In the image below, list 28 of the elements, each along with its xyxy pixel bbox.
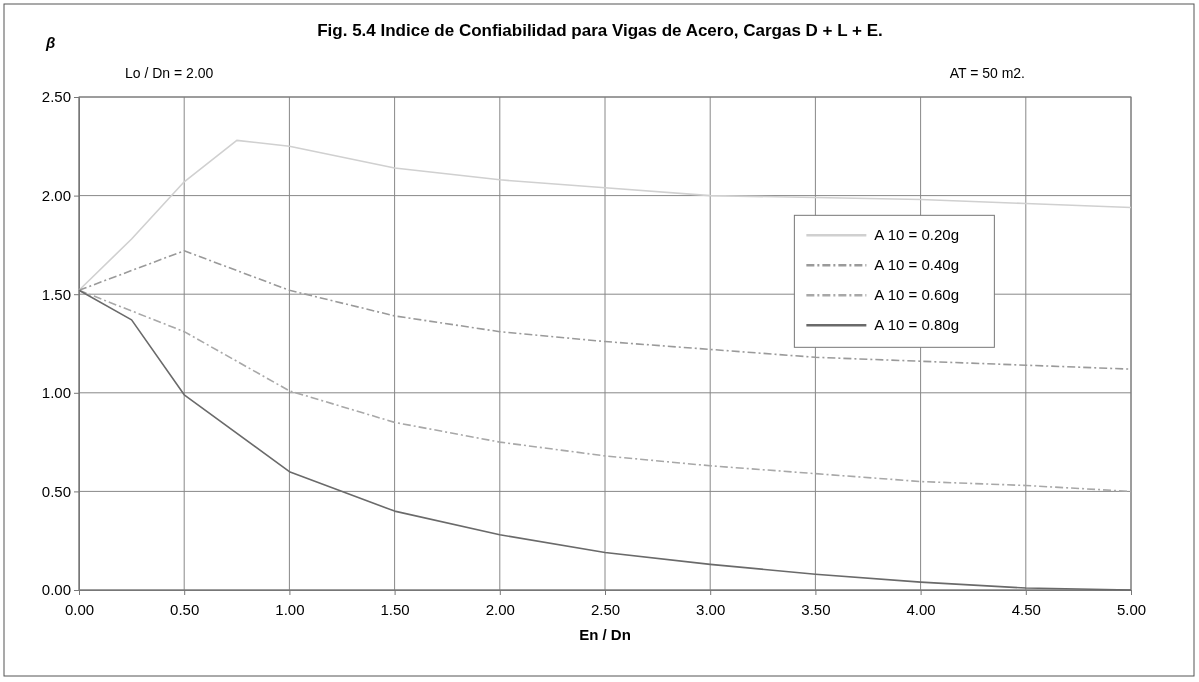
x-tick-label: 1.50 xyxy=(380,600,410,618)
x-tick-label: 1.00 xyxy=(275,600,305,618)
legend-label: A 10 = 0.40g xyxy=(874,256,960,274)
x-tick-label: 0.00 xyxy=(64,600,95,618)
y-tick-label: 1.50 xyxy=(41,285,71,303)
y-tick-label: 0.50 xyxy=(41,482,71,500)
line-series xyxy=(78,139,1132,292)
legend-label: A 10 = 0.20g xyxy=(874,226,960,244)
x-tick-label: 4.00 xyxy=(906,600,936,618)
chart-title: Fig. 5.4 Indice de Confiabilidad para Vigas de Acero, Cargas D + L + E. xyxy=(317,21,883,40)
x-axis-title: En / Dn xyxy=(579,626,631,643)
x-tick-label: 2.50 xyxy=(590,600,621,618)
legend-label: A 10 = 0.80g xyxy=(874,316,960,334)
x-tick-label: 0.50 xyxy=(170,600,200,618)
x-tick-label: 5.00 xyxy=(1116,600,1147,618)
y-tick-label: 2.00 xyxy=(41,186,71,204)
y-tick-label: 1.00 xyxy=(41,384,71,402)
x-tick-label: 3.50 xyxy=(801,600,831,618)
legend-label: A 10 = 0.60g xyxy=(874,286,960,304)
text: Lo / Dn = 2.00 xyxy=(125,65,214,81)
x-tick-label: 2.00 xyxy=(485,600,515,618)
text: AT = 50 m2. xyxy=(949,65,1025,81)
line-series xyxy=(78,289,1132,493)
y-tick-label: 2.50 xyxy=(41,88,71,106)
x-tick-label: 4.50 xyxy=(1011,600,1041,618)
y-axis-title: β xyxy=(45,34,56,51)
y-tick-label: 0.00 xyxy=(41,581,71,599)
x-tick-label: 3.00 xyxy=(696,600,726,618)
